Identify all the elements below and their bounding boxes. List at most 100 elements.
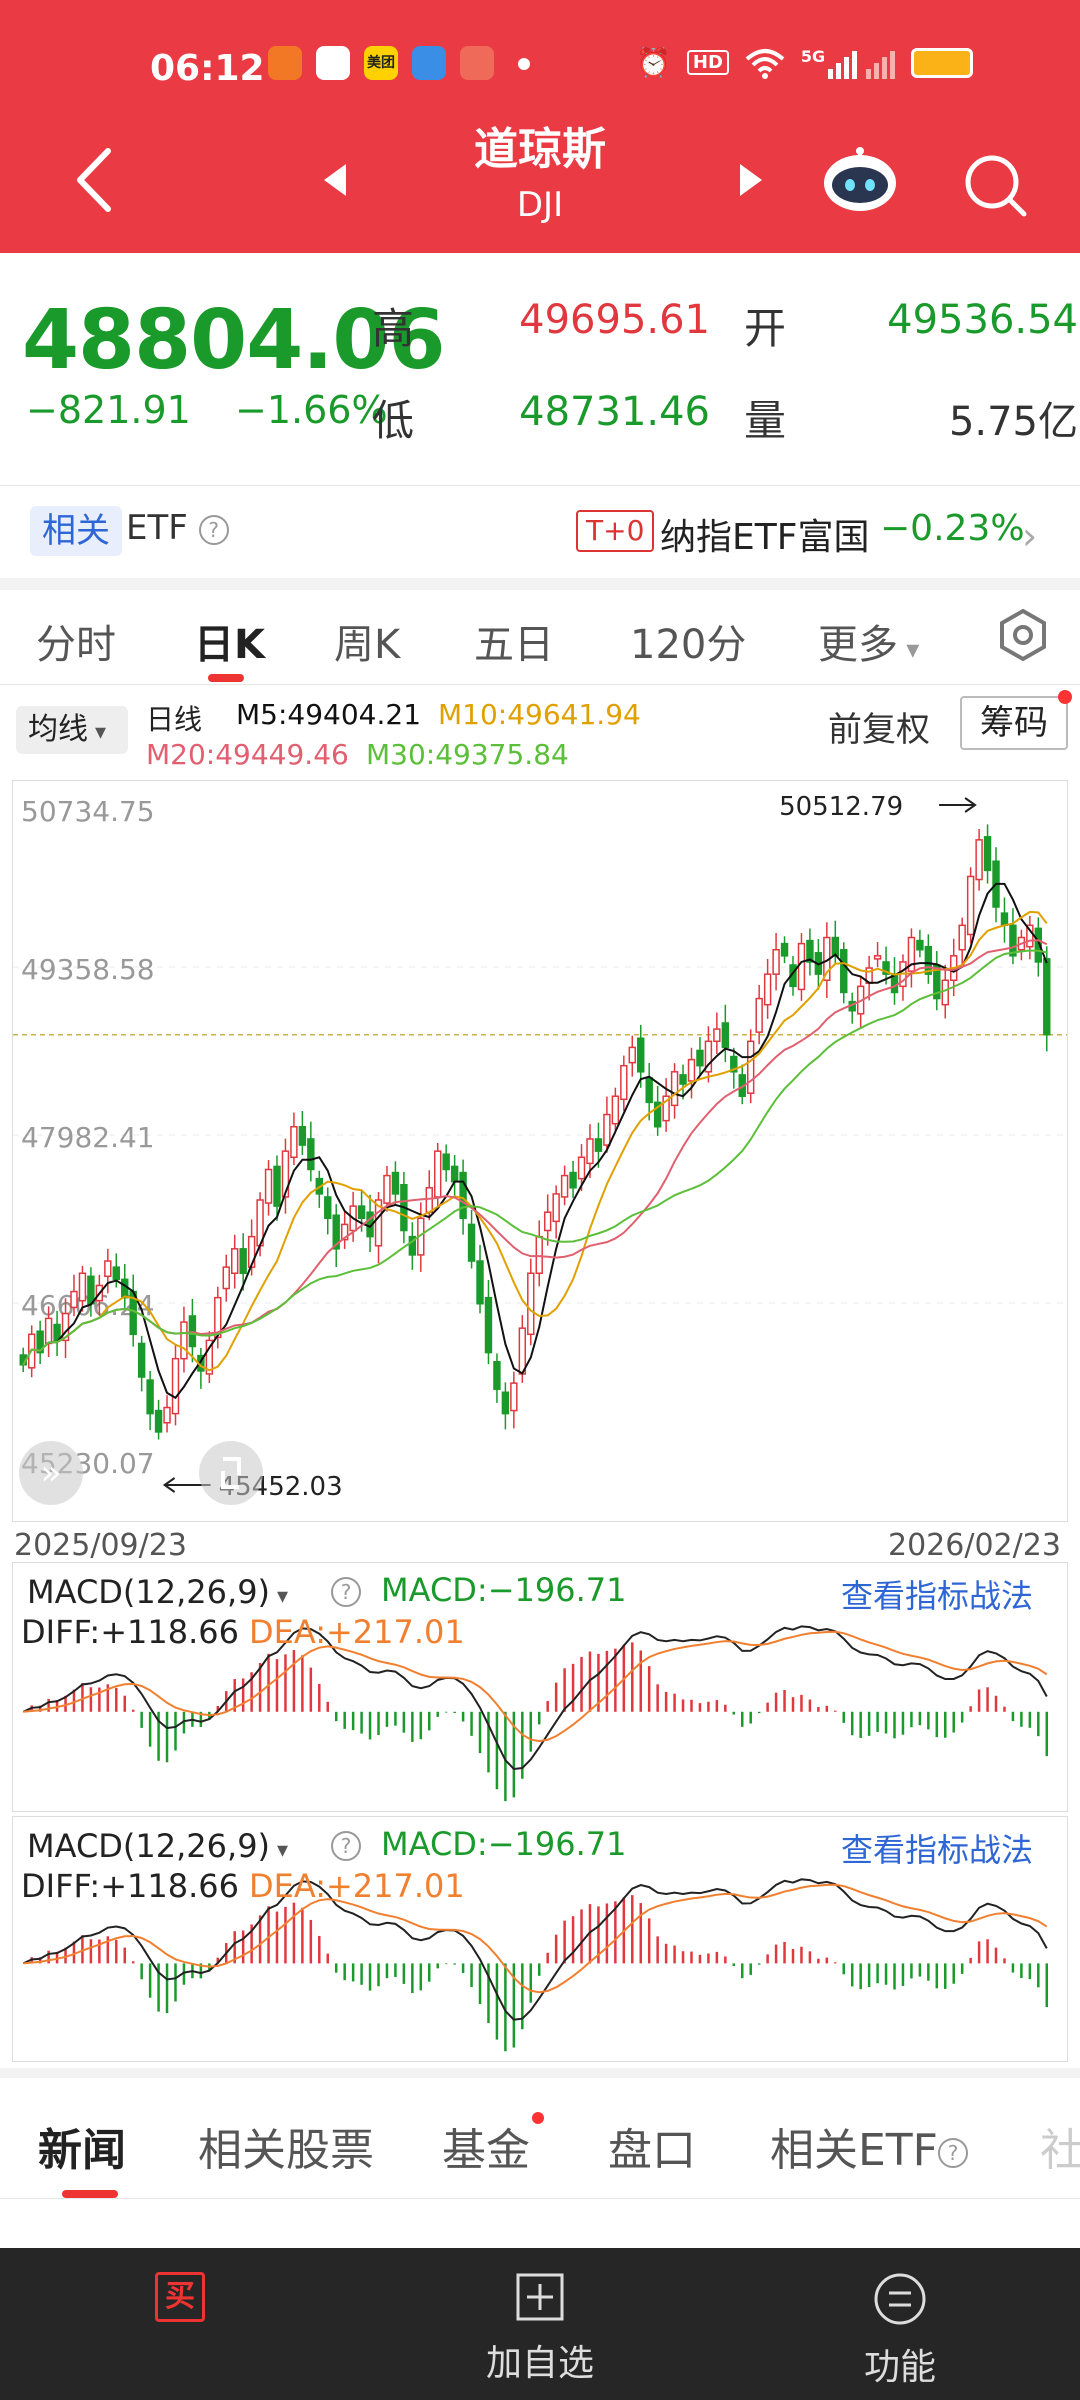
plus-box-icon (516, 2273, 564, 2321)
kline-chart-panel[interactable]: 50734.75 49358.58 47982.41 46606.24 45230.07… (12, 780, 1068, 1522)
help-icon[interactable]: ? (331, 1577, 361, 1607)
buy-button[interactable]: 买 (60, 2272, 300, 2322)
macd-selector[interactable]: MACD(12,26,9) ▾ (27, 1573, 288, 1613)
adjust-mode[interactable]: 前复权 (828, 710, 930, 750)
help-icon[interactable]: ? (938, 2138, 968, 2168)
candle-body (78, 1272, 87, 1302)
candle-body (44, 1317, 53, 1345)
diff-value: DIFF:+118.66 (21, 1867, 239, 1905)
prev-index-icon[interactable] (320, 160, 350, 200)
diff-line (22, 1878, 1048, 2021)
status-bar: 06:12 美团 ⏰ HD 5G (0, 40, 1080, 100)
candle-body (408, 1235, 417, 1256)
app-cloud-icon (412, 46, 446, 80)
dea-value: DEA:+217.01 (249, 1867, 465, 1905)
macd-value: MACD:−196.71 (381, 1825, 627, 1863)
quote-panel: 48804.06 −821.91 −1.66% 高 49695.61 开 495… (0, 253, 1080, 485)
high-value: 49695.61 (519, 297, 710, 343)
back-arrow-icon[interactable] (70, 145, 120, 215)
candle-body (36, 1330, 44, 1354)
chevron-right-icon: › (1022, 514, 1038, 558)
related-etf-row[interactable]: 相关 ETF ? T+0 纳指ETF富国 −0.23% › (0, 488, 1080, 578)
candle-body (721, 1022, 730, 1049)
candle-body (290, 1125, 298, 1159)
candle-body (730, 1055, 738, 1073)
expand-sidebar-button[interactable]: » (19, 1441, 83, 1505)
tab-weekly-k[interactable]: 周K (334, 622, 401, 668)
candle-body (467, 1223, 476, 1262)
add-watchlist-button[interactable]: 加自选 (420, 2272, 660, 2386)
start-date: 2025/09/23 (14, 1528, 187, 1563)
section-gap (0, 578, 1080, 590)
macd-panel-1[interactable]: MACD(12,26,9) ▾ ? MACD:−196.71 查看指标战法 DI… (12, 1562, 1068, 1812)
tab-five-day[interactable]: 五日 (474, 622, 554, 668)
low-label: 低 (372, 396, 415, 445)
diff-line (22, 1625, 1048, 1771)
candle-body (755, 997, 763, 1033)
candle-body (180, 1321, 188, 1360)
tab-news[interactable]: 新闻 (38, 2125, 126, 2176)
price-change: −821.91 −1.66% (26, 388, 388, 432)
candle-body (628, 1046, 636, 1064)
ma5-line (22, 882, 1048, 1400)
candle-body (873, 955, 882, 960)
candle-body (552, 1193, 560, 1223)
candle-body (679, 1074, 687, 1085)
candle-body (340, 1223, 349, 1241)
ma-m20: M20:49449.46 (146, 738, 349, 771)
macd-value: MACD:−196.71 (381, 1571, 627, 1609)
candle-body (383, 1174, 391, 1204)
chip-distribution-button[interactable]: 筹码 (960, 696, 1068, 750)
candle-body (112, 1266, 120, 1281)
app-header: 06:12 美团 ⏰ HD 5G 道琼斯 DJI (0, 0, 1080, 253)
tab-community[interactable]: 社 (1040, 2125, 1080, 2176)
functions-button[interactable]: 功能 (780, 2272, 1020, 2390)
high-label: 高 (372, 304, 415, 353)
tab-order-book[interactable]: 盘口 (608, 2125, 696, 2176)
candle-body (535, 1235, 543, 1274)
candle-body (459, 1171, 467, 1220)
search-icon[interactable] (960, 150, 1030, 220)
ma-period: 日线 (146, 703, 203, 736)
candle-body (831, 936, 840, 957)
candle-body (87, 1275, 95, 1305)
macd-title: MACD(12,26,9) (27, 1827, 271, 1865)
candle-body (941, 979, 949, 1006)
dropdown-icon: ▾ (88, 720, 107, 745)
indicator-strategy-link[interactable]: 查看指标战法 (841, 1577, 1034, 1615)
candle-body (1000, 912, 1009, 927)
macd-selector[interactable]: MACD(12,26,9) ▾ (27, 1827, 288, 1867)
candle-body (501, 1391, 510, 1415)
candle-body (222, 1266, 230, 1290)
candle-body (882, 961, 890, 975)
tab-funds[interactable]: 基金 (442, 2125, 530, 2176)
ma30-line (22, 949, 1047, 1366)
change-value: −821.91 (26, 388, 191, 432)
help-icon[interactable]: ? (198, 514, 229, 545)
ma-selector[interactable]: 均线 ▾ (16, 706, 128, 754)
kline-chart[interactable]: 50734.7549358.5847982.4146606.2445230.07… (13, 781, 1067, 1521)
candle-body (1034, 927, 1043, 963)
tab-related-stocks[interactable]: 相关股票 (198, 2125, 374, 2176)
tab-more[interactable]: 更多 ▾ (818, 612, 919, 670)
candle-body (586, 1138, 594, 1165)
candle-body (924, 945, 933, 975)
indicator-strategy-link[interactable]: 查看指标战法 (841, 1831, 1034, 1869)
fullscreen-button[interactable] (199, 1441, 263, 1505)
candle-body (687, 1058, 696, 1082)
tab-daily-k[interactable]: 日K (194, 622, 265, 668)
tab-related-etf[interactable]: 相关ETF? (770, 2114, 968, 2178)
double-chevron-icon: » (40, 1453, 62, 1493)
macd-chart-1 (22, 1625, 1049, 1802)
macd-panel-2[interactable]: MACD(12,26,9) ▾ ? MACD:−196.71 查看指标战法 DI… (12, 1816, 1068, 2062)
candle-body (121, 1278, 129, 1299)
settings-gear-icon[interactable] (996, 608, 1050, 662)
tab-120min[interactable]: 120分 (630, 622, 747, 668)
tab-intraday[interactable]: 分时 (36, 622, 116, 668)
candle-body (70, 1290, 78, 1309)
candle-body (518, 1327, 527, 1375)
robot-assistant-icon[interactable] (820, 145, 900, 215)
next-index-icon[interactable] (736, 160, 766, 200)
help-icon[interactable]: ? (331, 1831, 361, 1861)
dea-line (23, 1630, 1048, 1743)
